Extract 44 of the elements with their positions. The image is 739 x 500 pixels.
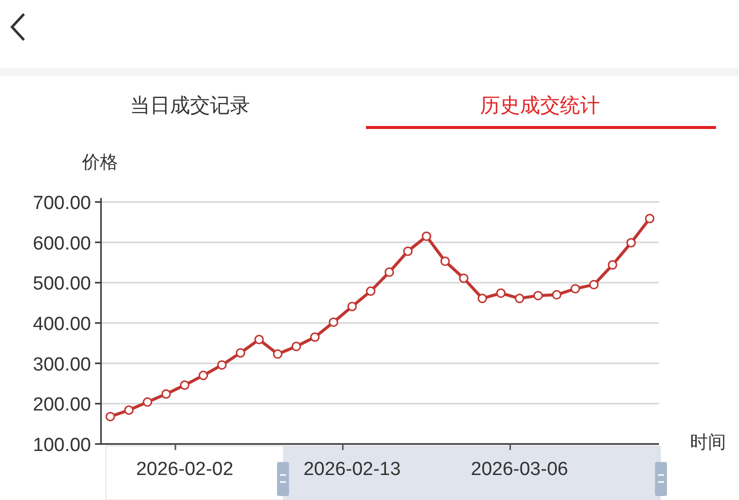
point (124, 405, 134, 415)
point (608, 260, 618, 270)
x-tick-label: 2026-03-06 (470, 459, 568, 480)
y-tick-label: 600.00 (32, 233, 91, 254)
x-tick-label: 2026-02-02 (136, 459, 234, 480)
y-tick-label: 700.00 (32, 193, 91, 214)
point (254, 334, 264, 344)
y-tick-label: 100.00 (32, 435, 91, 456)
point (310, 332, 320, 342)
y-tick-label: 300.00 (32, 354, 91, 376)
point (347, 302, 357, 312)
text: 当日成交记录 (130, 95, 250, 117)
point (384, 267, 394, 277)
point (217, 360, 227, 370)
point (533, 290, 543, 300)
point (180, 380, 190, 390)
point (292, 342, 302, 352)
point (589, 280, 599, 290)
point (570, 284, 580, 294)
point (106, 412, 116, 422)
point (328, 317, 338, 327)
point (626, 238, 636, 248)
point (198, 370, 208, 380)
point (644, 214, 654, 224)
y-tick-label: 500.00 (32, 274, 91, 295)
point (142, 397, 152, 407)
point (403, 246, 413, 256)
point (236, 348, 246, 358)
point (161, 389, 171, 399)
point (552, 290, 562, 300)
point (422, 232, 432, 242)
point (478, 294, 488, 304)
point (496, 288, 506, 298)
y-tick-label: 200.00 (32, 394, 91, 416)
point (366, 286, 376, 296)
point (458, 273, 468, 283)
point (440, 256, 450, 266)
text: 历史成交统计 (480, 95, 600, 117)
x-axis-title: 时间 (690, 432, 726, 452)
y-axis-title: 价格 (81, 152, 118, 172)
point (514, 294, 524, 304)
point (272, 349, 282, 359)
y-tick-label: 400.00 (32, 314, 91, 335)
x-tick-label: 2026-02-13 (304, 459, 401, 480)
